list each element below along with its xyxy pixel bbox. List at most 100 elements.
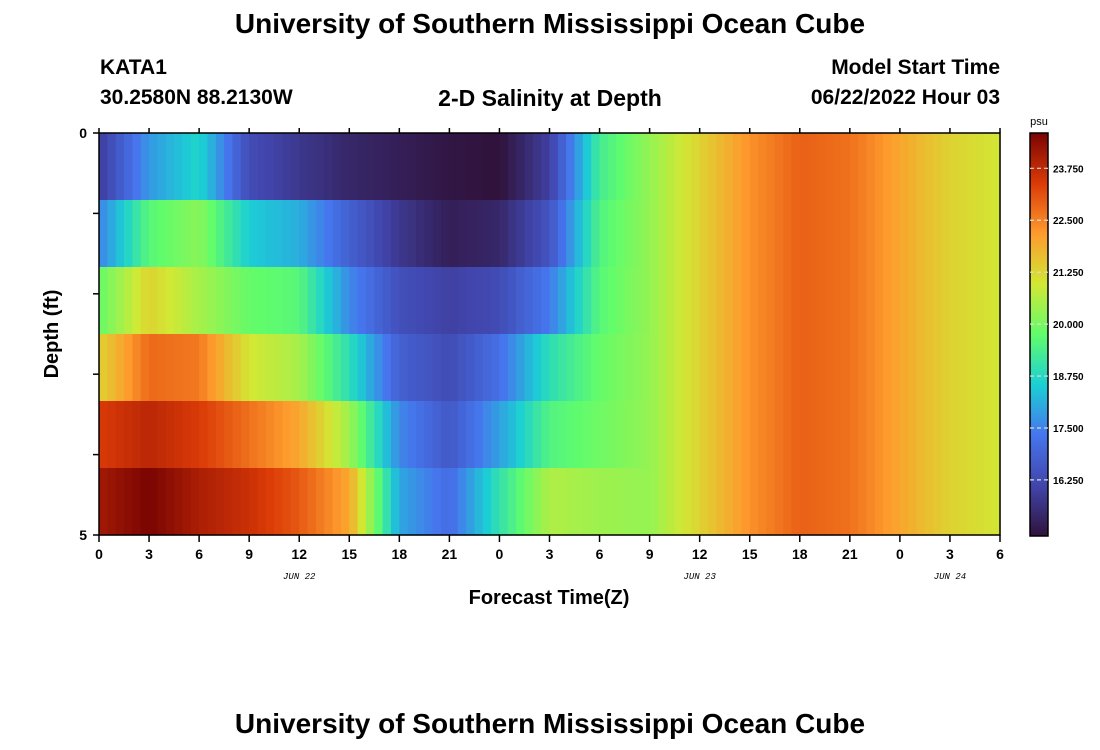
heatmap-cell [849,468,859,536]
heatmap-cell [282,334,292,402]
heatmap-cell [190,334,200,402]
heatmap-cell [215,401,225,469]
heatmap-cell [791,401,801,469]
heatmap-cell [649,267,659,335]
heatmap-cell [749,468,759,536]
heatmap-cell [491,267,501,335]
heatmap-cell [983,267,993,335]
heatmap-cell [666,267,676,335]
heatmap-cell [299,267,309,335]
heatmap-cell [282,200,292,268]
heatmap-cell [899,401,909,469]
heatmap-cell [666,401,676,469]
heatmap-cell [190,133,200,201]
heatmap-cell [657,267,667,335]
heatmap-cell [941,334,951,402]
heatmap-cell [390,133,400,201]
heatmap-cell [99,200,108,268]
x-tick-label: 3 [546,546,554,562]
heatmap-cell [249,133,259,201]
heatmap-cell [432,401,442,469]
heatmap-cell [899,334,909,402]
heatmap-cell [791,200,801,268]
heatmap-cell [682,468,692,536]
heatmap-cell [282,468,292,536]
heatmap-cell [466,200,476,268]
heatmap-cell [624,468,634,536]
heatmap-cell [841,334,851,402]
heatmap-cell [399,334,409,402]
heatmap-cell [107,401,117,469]
heatmap-cell [382,468,392,536]
heatmap-cell [282,267,292,335]
heatmap-cell [549,267,559,335]
heatmap-cell [541,267,551,335]
heatmap-cell [382,401,392,469]
heatmap-cell [858,200,868,268]
heatmap-cell [232,267,242,335]
heatmap-cell [883,401,893,469]
heatmap-cell [449,401,459,469]
heatmap-cell [733,133,742,201]
heatmap-cell [674,468,684,536]
heatmap-cell [749,334,759,402]
x-tick-label: 18 [392,546,408,562]
heatmap-cell [265,468,275,536]
heatmap-cell [799,468,809,536]
heatmap-cell [599,267,609,335]
heatmap-cell [941,267,951,335]
heatmap-cell [432,133,442,201]
heatmap-cell [532,133,542,201]
heatmap-cell [557,200,567,268]
heatmap-cell [708,334,717,402]
heatmap-cell [916,133,926,201]
heatmap-cell [332,334,342,402]
heatmap-cell [649,468,659,536]
heatmap-cell [549,334,559,402]
heatmap-cell [966,133,976,201]
heatmap-cell [841,133,851,201]
colorbar-tick-label: 22.500 [1053,216,1084,227]
heatmap-cell [157,401,167,469]
heatmap-cell [599,401,609,469]
x-tick-label: 12 [291,546,307,562]
heatmap-cell [249,267,259,335]
heatmap-cell [557,334,567,402]
heatmap-cell [474,133,484,201]
heatmap-cell [99,468,108,536]
heatmap-cell [674,334,684,402]
heatmap-cell [232,334,242,402]
heatmap-cell [140,200,150,268]
heatmap-cell [132,401,142,469]
heatmap-cell [374,200,384,268]
heatmap-cell [766,401,776,469]
heatmap-cell [165,468,175,536]
heatmap-cell [691,468,701,536]
x-date-label: JUN 22 [283,572,316,582]
heatmap-cell [315,267,325,335]
heatmap-cell [524,334,534,402]
heatmap-cell [165,267,175,335]
heatmap-cell [883,133,893,201]
heatmap-cell [407,200,417,268]
colorbar-tick-label: 17.500 [1053,424,1084,435]
heatmap-cell [883,334,893,402]
heatmap-cell [958,267,968,335]
heatmap-cell [257,200,267,268]
heatmap-cell [924,401,934,469]
heatmap-cell [524,401,534,469]
heatmap-cell [190,468,200,536]
heatmap-cell [482,133,492,201]
heatmap-cell [624,133,634,201]
heatmap-cell [165,133,175,201]
heatmap-cell [816,468,826,536]
heatmap-cell [766,334,776,402]
heatmap-cell [382,334,392,402]
heatmap-cell [666,133,676,201]
heatmap-cell [607,200,617,268]
heatmap-cell [174,334,184,402]
heatmap-cell [307,200,317,268]
heatmap-cell [390,468,400,536]
heatmap-cell [441,133,450,201]
heatmap-cell [474,267,484,335]
